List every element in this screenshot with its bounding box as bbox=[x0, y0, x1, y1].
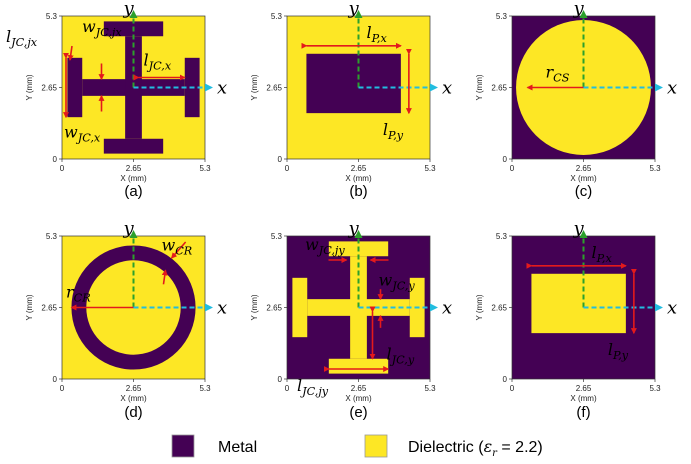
x-tick-label: 5.3 bbox=[649, 164, 661, 173]
x-axis-symbol: x bbox=[217, 78, 227, 99]
x-tick-label: 5.3 bbox=[424, 164, 436, 173]
x-axis-label: X (mm) bbox=[570, 394, 597, 403]
unit-cell-shape bbox=[306, 53, 401, 114]
dimension-arrow bbox=[67, 45, 74, 61]
dimension-label: wJC,jy bbox=[305, 235, 345, 257]
dimension-arrow bbox=[170, 241, 187, 259]
x-tick-label: 5.3 bbox=[199, 384, 211, 393]
legend: Metal Dielectric (εr = 2.2) bbox=[171, 434, 543, 459]
x-axis-label: X (mm) bbox=[120, 174, 147, 183]
y-tick-label: 2.65 bbox=[41, 84, 57, 93]
legend-dielectric-label: Dielectric (εr = 2.2) bbox=[408, 437, 543, 459]
y-tick-label: 2.65 bbox=[491, 84, 507, 93]
x-tick-label: 0 bbox=[60, 384, 65, 393]
y-axis-label: Y (mm) bbox=[250, 74, 259, 100]
y-axis-symbol: y bbox=[123, 218, 135, 239]
y-tick-label: 0 bbox=[53, 155, 58, 164]
dimension-label: lJC,jx bbox=[6, 27, 38, 49]
x-tick-label: 5.3 bbox=[649, 384, 661, 393]
legend-metal-label: Metal bbox=[218, 439, 257, 456]
panel-caption: (c) bbox=[575, 183, 593, 200]
panel-circular-ring: 0 2.65 5.3 5.3 2.65 0 X (mm) Y (mm) y x (d) wCR rCR bbox=[25, 218, 227, 421]
y-axis-symbol: y bbox=[348, 0, 360, 19]
y-tick-label: 5.3 bbox=[271, 232, 283, 241]
x-axis-symbol: x bbox=[442, 298, 452, 319]
x-axis-label: X (mm) bbox=[345, 174, 372, 183]
x-axis-symbol: x bbox=[667, 78, 677, 99]
x-tick-label: 0 bbox=[510, 164, 515, 173]
dimension-label: lP,y bbox=[608, 340, 629, 362]
panel-caption: (d) bbox=[124, 404, 142, 421]
dimension-arrow bbox=[161, 269, 168, 285]
y-tick-label: 5.3 bbox=[46, 12, 58, 21]
y-tick-label: 0 bbox=[503, 155, 508, 164]
x-tick-label: 0 bbox=[510, 384, 515, 393]
y-tick-label: 2.65 bbox=[266, 84, 282, 93]
x-axis-symbol: x bbox=[667, 298, 677, 319]
x-tick-label: 2.65 bbox=[576, 384, 592, 393]
x-tick-label: 2.65 bbox=[126, 164, 142, 173]
y-axis-label: Y (mm) bbox=[475, 294, 484, 320]
y-tick-label: 2.65 bbox=[491, 304, 507, 313]
x-axis-symbol: x bbox=[442, 78, 452, 99]
x-axis-label: X (mm) bbox=[345, 394, 372, 403]
x-tick-label: 2.65 bbox=[126, 384, 142, 393]
x-axis-label: X (mm) bbox=[120, 394, 147, 403]
x-axis-symbol: x bbox=[217, 298, 227, 319]
panel-circular-slot: 0 2.65 5.3 5.3 2.65 0 X (mm) Y (mm) y x (c) rCS bbox=[475, 0, 677, 200]
dimension-label: lJC,jy bbox=[297, 376, 329, 398]
y-axis-label: Y (mm) bbox=[25, 294, 34, 320]
y-axis-symbol: y bbox=[573, 0, 585, 19]
y-tick-label: 0 bbox=[503, 375, 508, 384]
y-tick-label: 0 bbox=[278, 155, 283, 164]
x-tick-label: 0 bbox=[285, 384, 290, 393]
x-tick-label: 0 bbox=[60, 164, 65, 173]
y-tick-label: 5.3 bbox=[46, 232, 58, 241]
panel-patch-slot: 0 2.65 5.3 5.3 2.65 0 X (mm) Y (mm) y x (f) lP,x lP,… bbox=[475, 218, 677, 421]
panel-caption: (e) bbox=[349, 404, 367, 421]
y-tick-label: 0 bbox=[278, 375, 283, 384]
panel-patch: 0 2.65 5.3 5.3 2.65 0 X (mm) Y (mm) y x (b) lP,x lP,… bbox=[250, 0, 452, 200]
x-tick-label: 5.3 bbox=[199, 164, 211, 173]
x-axis-label: X (mm) bbox=[570, 174, 597, 183]
panel-jerusalem-cross: 0 2.65 5.3 5.3 2.65 0 X (mm) Y (mm) y x (a) lJC,jx w… bbox=[6, 0, 227, 200]
legend-metal-swatch bbox=[171, 434, 195, 458]
y-tick-label: 5.3 bbox=[271, 12, 283, 21]
y-tick-label: 0 bbox=[53, 375, 58, 384]
y-axis-symbol: y bbox=[348, 218, 360, 239]
panel-jerusalem-cross-slot: 0 2.65 5.3 5.3 2.65 0 X (mm) Y (mm) y x (e) wJC,jy w… bbox=[250, 218, 452, 421]
panel-caption: (a) bbox=[124, 183, 142, 200]
y-tick-label: 5.3 bbox=[496, 232, 508, 241]
legend-dielectric-swatch bbox=[364, 434, 388, 458]
dimension-label: lJC,x bbox=[144, 51, 172, 73]
dimension-label: wCR bbox=[162, 236, 193, 258]
y-axis-label: Y (mm) bbox=[25, 74, 34, 100]
dimension-label: rCS bbox=[546, 63, 570, 85]
x-tick-label: 2.65 bbox=[351, 384, 367, 393]
y-axis-label: Y (mm) bbox=[475, 74, 484, 100]
dimension-label: lP,x bbox=[367, 23, 388, 45]
panel-caption: (b) bbox=[349, 183, 367, 200]
dimension-label: wJC,jx bbox=[82, 17, 122, 39]
y-tick-label: 2.65 bbox=[266, 304, 282, 313]
dimension-label: rCR bbox=[66, 283, 91, 305]
x-tick-label: 2.65 bbox=[576, 164, 592, 173]
dimension-label: lP,y bbox=[383, 120, 404, 142]
panel-caption: (f) bbox=[576, 404, 590, 421]
y-axis-symbol: y bbox=[123, 0, 135, 19]
dimension-label: lP,x bbox=[592, 243, 613, 265]
y-axis-label: Y (mm) bbox=[250, 294, 259, 320]
dimension-label: wJC,y bbox=[379, 271, 416, 293]
x-tick-label: 5.3 bbox=[424, 384, 436, 393]
y-axis-symbol: y bbox=[573, 218, 585, 239]
x-tick-label: 0 bbox=[285, 164, 290, 173]
panels: 0 2.65 5.3 5.3 2.65 0 X (mm) Y (mm) y x (a) lJC,jx w… bbox=[6, 0, 677, 421]
dimension-label: wJC,x bbox=[64, 123, 101, 145]
dimension-label: lJC,y bbox=[387, 345, 415, 367]
x-tick-label: 2.65 bbox=[351, 164, 367, 173]
unit-cell-shape bbox=[531, 273, 626, 334]
y-tick-label: 5.3 bbox=[496, 12, 508, 21]
y-tick-label: 2.65 bbox=[41, 304, 57, 313]
